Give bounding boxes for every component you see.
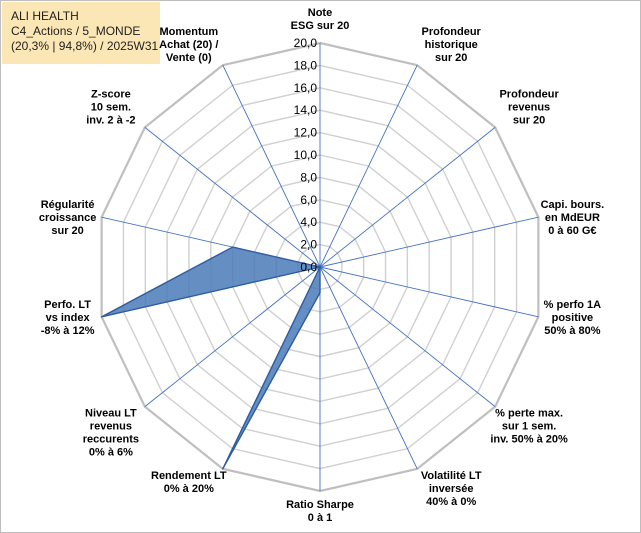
axis-label-line: Z-score xyxy=(91,88,131,100)
axis-label: % perte max. sur 1 sem. inv. 50% à 20% xyxy=(490,408,568,446)
axis-label: Profondeur historique sur 20 xyxy=(422,26,482,64)
axis-label-line: 0 à 60 G€ xyxy=(548,225,596,237)
spoke-line xyxy=(144,126,321,268)
axis-label-line: sur 20 xyxy=(513,114,545,126)
axis-label-line: reccurents xyxy=(83,434,139,446)
axis-label: Niveau LT revenus reccurents 0% à 6% xyxy=(83,408,139,459)
axis-label: Capi. bours. en MdEUR 0 à 60 G€ xyxy=(541,199,605,237)
axis-label-line: Volatilité LT xyxy=(421,470,482,482)
axis-label-line: Vente (0) xyxy=(166,52,212,64)
axis-label-line: vs index xyxy=(46,312,91,324)
axis-label-line: sur 20 xyxy=(51,225,83,237)
axis-label-line: 0 à 1 xyxy=(308,512,332,524)
axis-label-line: inv. 50% à 20% xyxy=(490,434,568,446)
axis-label: Profondeur revenus sur 20 xyxy=(499,88,559,126)
tick-label: 14,0 xyxy=(294,103,318,117)
spoke-line xyxy=(319,216,539,268)
axis-label-line: Note xyxy=(308,7,332,19)
spoke-line xyxy=(319,126,496,268)
spoke-line xyxy=(319,266,496,408)
tick-labels: 0,0 2,0 4,0 6,0 8,0 10,0 12,0 14,0 16,0 18,0 20,0 xyxy=(294,36,318,274)
tick-label: 18,0 xyxy=(294,58,318,72)
axis-label: Volatilité LT inversée 40% à 0% xyxy=(421,470,482,508)
axis-label: Ratio Sharpe 0 à 1 xyxy=(286,499,354,524)
axis-label-line: sur 20 xyxy=(435,52,467,64)
axis-label-line: 0% à 20% xyxy=(164,483,214,495)
axis-label: Z-score 10 sem. inv. 2 à -2 xyxy=(86,88,135,126)
axis-label-line: inversée xyxy=(429,483,474,495)
axis-label: % perfo 1A positive 50% à 80% xyxy=(544,299,602,337)
axis-label-line: Perfo. LT xyxy=(44,299,91,311)
axis-label: Perfo. LT vs index -8% à 12% xyxy=(41,299,95,337)
axis-label-line: historique xyxy=(425,39,478,51)
axis-label-line: inv. 2 à -2 xyxy=(86,114,135,126)
axis-label-line: Régularité xyxy=(41,199,95,211)
data-point xyxy=(232,246,234,248)
chart-header: ALI HEALTH C4_Actions / 5_MONDE (20,3% |… xyxy=(2,2,160,64)
axis-label-line: Profondeur xyxy=(422,26,482,38)
tick-label: 20,0 xyxy=(294,36,318,50)
spoke-line xyxy=(319,266,418,470)
tick-label: 10,0 xyxy=(294,148,318,162)
score-summary: (20,3% | 94,8%) / 2025W31 xyxy=(11,39,159,53)
company-name: ALI HEALTH xyxy=(11,9,79,23)
data-point xyxy=(222,468,224,470)
axis-label-line: Ratio Sharpe xyxy=(286,499,354,511)
axis-label-line: Achat (20) / xyxy=(159,39,218,51)
axis-label-line: 40% à 0% xyxy=(426,496,476,508)
axis-label-line: revenus xyxy=(90,421,132,433)
axis-label-line: % perfo 1A xyxy=(544,299,602,311)
spoke-line xyxy=(319,266,539,318)
axis-label-line: Capi. bours. xyxy=(541,199,605,211)
axis-label-line: Niveau LT xyxy=(85,408,137,420)
spoke-line xyxy=(144,266,321,408)
tick-label: 4,0 xyxy=(300,215,317,229)
axis-label: Momentum Achat (20) / Vente (0) xyxy=(159,26,218,64)
data-point xyxy=(319,266,321,268)
axis-label-line: % perte max. xyxy=(495,408,563,420)
axis-label-line: Profondeur xyxy=(499,88,559,100)
axis-label-line: Momentum xyxy=(159,26,218,38)
axis-label-line: croissance xyxy=(39,212,96,224)
tick-label: 0,0 xyxy=(300,260,317,274)
axis-label-line: sur 1 sem. xyxy=(502,421,556,433)
spoke-line xyxy=(319,64,418,268)
axis-label-line: revenus xyxy=(508,101,550,113)
data-point xyxy=(319,292,321,294)
tick-label: 16,0 xyxy=(294,81,318,95)
tick-label: 8,0 xyxy=(300,170,317,184)
axis-label-line: ESG sur 20 xyxy=(291,20,350,32)
axis-label-line: 50% à 80% xyxy=(544,325,600,337)
data-point xyxy=(101,316,103,318)
axis-label: Régularité croissance sur 20 xyxy=(39,199,96,237)
axis-label-line: en MdEUR xyxy=(545,212,600,224)
axis-label: Rendement LT 0% à 20% xyxy=(151,470,227,495)
axis-label-line: 10 sem. xyxy=(91,101,131,113)
axis-label-line: 0% à 6% xyxy=(89,447,133,459)
category-path: C4_Actions / 5_MONDE xyxy=(11,24,141,38)
tick-label: 6,0 xyxy=(300,193,317,207)
axis-label: Note ESG sur 20 xyxy=(291,7,350,32)
axis-label-line: -8% à 12% xyxy=(41,325,95,337)
axis-label-line: positive xyxy=(552,312,594,324)
axis-label-line: Rendement LT xyxy=(151,470,227,482)
tick-label: 2,0 xyxy=(300,238,317,252)
series xyxy=(100,246,321,470)
spoke-line xyxy=(222,64,321,268)
tick-label: 12,0 xyxy=(294,126,318,140)
